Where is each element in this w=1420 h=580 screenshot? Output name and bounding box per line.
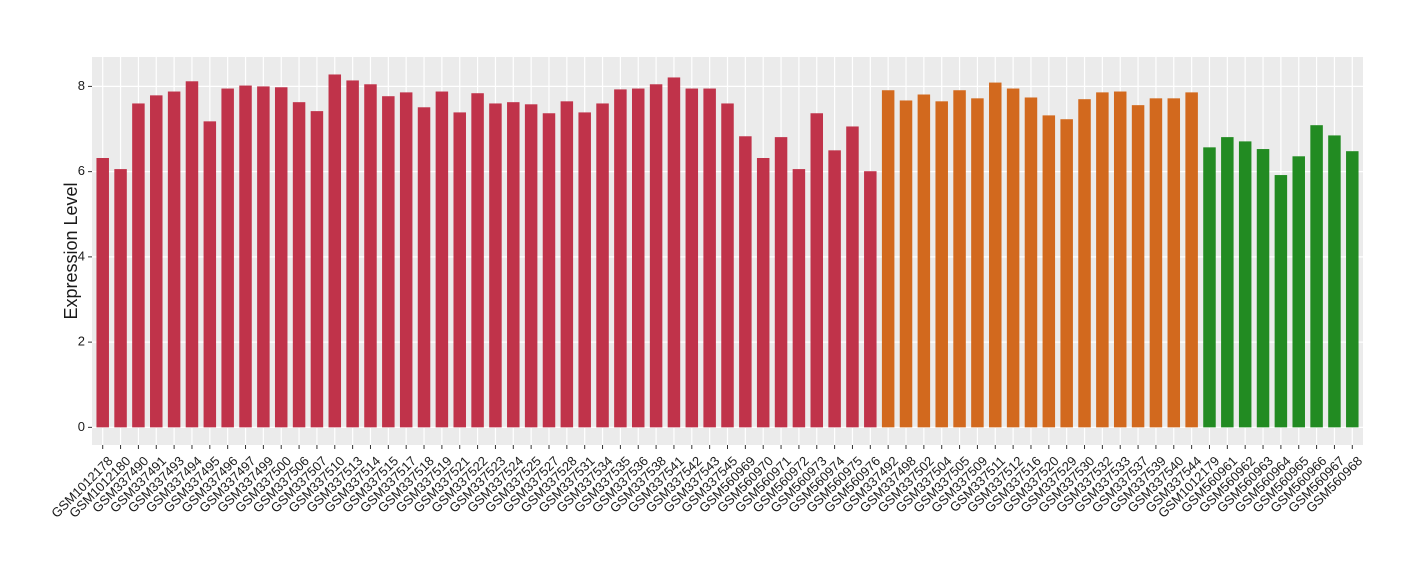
bar	[310, 111, 324, 428]
bar	[239, 85, 252, 428]
bar	[453, 112, 466, 428]
bar	[132, 103, 145, 428]
bar	[417, 107, 431, 428]
bar	[1292, 156, 1305, 428]
bar	[1042, 115, 1056, 428]
bar	[685, 88, 699, 428]
y-tick-label: 2	[78, 334, 85, 349]
bar	[596, 103, 609, 428]
bar	[971, 98, 984, 428]
bar	[203, 121, 217, 428]
bar	[364, 84, 377, 428]
bar	[578, 112, 591, 428]
bar	[1221, 137, 1234, 428]
y-tick-label: 8	[78, 78, 85, 93]
bar	[221, 88, 234, 428]
bar	[1149, 98, 1163, 428]
bar	[96, 158, 109, 428]
y-tick-label: 0	[78, 419, 85, 434]
y-tick-label: 6	[78, 163, 85, 178]
bar	[489, 103, 502, 428]
bar	[1185, 92, 1198, 428]
bar	[703, 88, 716, 428]
bar	[1274, 175, 1288, 428]
bar	[167, 91, 181, 428]
bar	[917, 94, 931, 428]
bar	[1096, 92, 1109, 428]
bar	[899, 100, 913, 428]
bar	[1346, 151, 1359, 428]
bar	[774, 137, 788, 428]
bar	[1024, 97, 1038, 428]
bar	[810, 113, 824, 428]
bar	[560, 101, 574, 428]
bar	[382, 96, 395, 428]
bar	[1078, 99, 1091, 428]
bar	[792, 169, 806, 428]
bar	[435, 91, 449, 428]
bar	[864, 171, 877, 428]
bar	[114, 169, 127, 428]
bar	[721, 103, 734, 428]
bar	[274, 87, 288, 428]
bar	[756, 158, 770, 428]
bar	[881, 90, 895, 428]
bar	[471, 93, 484, 428]
bar	[828, 150, 841, 428]
bar	[292, 102, 306, 428]
y-axis-label: Expression Level	[61, 182, 81, 319]
bar	[399, 92, 413, 428]
bar	[935, 101, 948, 428]
bar	[649, 84, 663, 428]
bar	[507, 102, 520, 428]
bar	[667, 77, 681, 428]
bar	[150, 95, 163, 428]
bar	[739, 136, 752, 428]
bar	[1131, 105, 1145, 428]
bar	[631, 88, 645, 428]
bar	[614, 89, 627, 428]
bar	[1167, 98, 1181, 428]
bar	[1256, 149, 1270, 428]
bar	[524, 104, 538, 428]
bar	[257, 86, 270, 428]
bar	[846, 126, 859, 428]
bar	[1203, 147, 1216, 428]
bar	[1006, 88, 1020, 428]
bar	[328, 74, 342, 428]
bar	[1238, 141, 1252, 428]
bar	[1060, 119, 1073, 428]
bar	[989, 82, 1002, 428]
bar	[185, 81, 199, 428]
bar	[346, 80, 359, 428]
y-tick-label: 4	[78, 248, 85, 263]
bar	[1113, 91, 1127, 428]
bar	[542, 113, 556, 428]
bar	[953, 90, 966, 428]
bar	[1310, 125, 1323, 428]
bar	[1328, 135, 1341, 428]
